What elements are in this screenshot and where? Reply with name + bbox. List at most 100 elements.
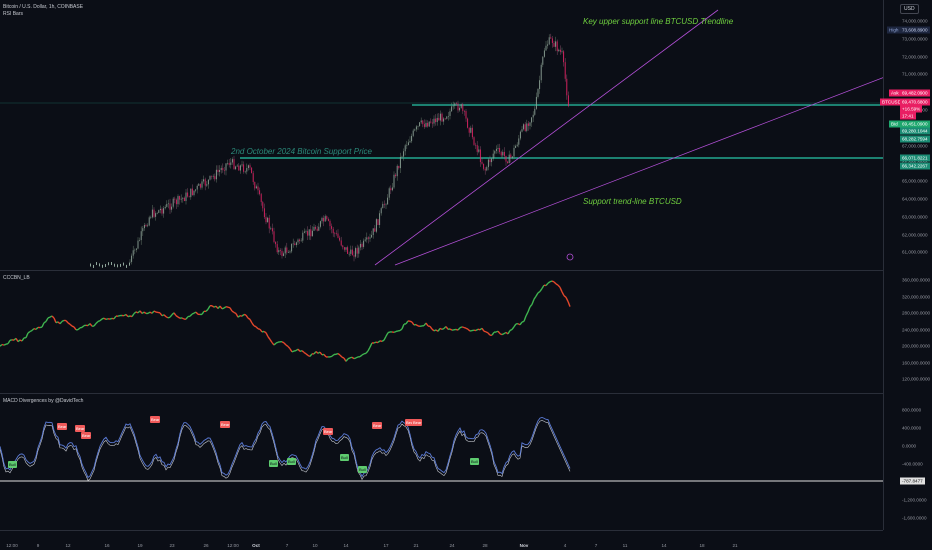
pane2-title[interactable]: CCCBN_LB bbox=[3, 275, 30, 281]
cci-segment bbox=[67, 322, 71, 325]
cci-segment bbox=[247, 317, 251, 320]
candle-body bbox=[171, 206, 173, 210]
candle-body bbox=[251, 167, 253, 174]
candle-body bbox=[543, 50, 545, 57]
candle-body bbox=[279, 250, 281, 251]
time-axis[interactable]: 12:00 9 12 16 19 23 26 12:00 Oct 7 10 14 17 21 24 28 Nov… bbox=[0, 530, 883, 550]
candle-body bbox=[137, 240, 139, 249]
candle-body bbox=[145, 225, 147, 227]
candle-body bbox=[486, 167, 488, 171]
cci-segment bbox=[207, 305, 211, 310]
candle-body bbox=[555, 41, 557, 47]
candle-body bbox=[289, 251, 291, 253]
axis-label: 74,000.0000 bbox=[902, 18, 928, 24]
cci-segment bbox=[463, 326, 467, 329]
annotation-key-upper[interactable]: Key upper support line BTCUSD Trendline bbox=[583, 17, 734, 26]
cci-segment bbox=[159, 312, 163, 317]
time-axis-label: 10 bbox=[312, 543, 318, 548]
candle-body bbox=[276, 244, 278, 253]
candle-body bbox=[475, 144, 477, 146]
candle-body bbox=[497, 147, 499, 149]
candle-body bbox=[117, 264, 118, 268]
cci-segment bbox=[383, 336, 387, 341]
annotation-support-trend[interactable]: Support trend-line BTCUSD bbox=[583, 197, 682, 206]
candle-body bbox=[175, 199, 177, 205]
bull-label: Bull bbox=[269, 460, 278, 467]
cci-segment bbox=[35, 326, 39, 330]
cci-segment bbox=[227, 306, 231, 309]
cci-segment bbox=[281, 341, 285, 344]
candle-body bbox=[508, 154, 510, 164]
cci-segment bbox=[139, 310, 143, 314]
time-axis-label: Oct bbox=[252, 543, 260, 548]
candle-body bbox=[299, 239, 301, 241]
candle-body bbox=[393, 174, 395, 188]
pane-separator[interactable] bbox=[0, 393, 883, 394]
candle-body bbox=[182, 197, 184, 199]
candle-body bbox=[159, 208, 161, 211]
candle-body bbox=[463, 110, 465, 112]
currency-button[interactable]: USD bbox=[900, 4, 919, 14]
candle-body bbox=[177, 196, 179, 205]
cci-segment bbox=[167, 316, 171, 319]
candle-body bbox=[542, 56, 544, 65]
cci-segment bbox=[1, 343, 5, 346]
candle-body bbox=[187, 192, 189, 197]
candle-body bbox=[457, 103, 459, 111]
candle-body bbox=[316, 228, 318, 231]
time-axis-label: 17 bbox=[383, 543, 389, 548]
candle-body bbox=[476, 145, 478, 152]
cci-segment bbox=[95, 320, 99, 324]
candle-body bbox=[315, 226, 317, 229]
cci-segment bbox=[323, 354, 327, 358]
cci-segment bbox=[563, 295, 567, 298]
cci-segment bbox=[319, 351, 323, 356]
cci-segment bbox=[395, 330, 399, 333]
candle-body bbox=[500, 152, 502, 156]
cci-segment bbox=[385, 332, 389, 337]
cci-segment bbox=[345, 358, 349, 362]
time-axis-label: 7 bbox=[594, 543, 598, 548]
candle-body bbox=[120, 263, 121, 267]
candle-body bbox=[300, 240, 302, 242]
candle-body bbox=[129, 262, 130, 266]
axis-label: 240,000.0000 bbox=[902, 327, 931, 332]
candle-body bbox=[510, 154, 512, 158]
price-axis[interactable] bbox=[883, 0, 932, 530]
candle-body bbox=[441, 113, 443, 122]
candle-body bbox=[196, 185, 198, 190]
candle-body bbox=[483, 163, 485, 169]
cci-segment bbox=[315, 351, 319, 354]
candle-body bbox=[135, 248, 137, 250]
candle-body bbox=[254, 182, 256, 189]
time-axis-label: 14 bbox=[661, 543, 667, 548]
candle-body bbox=[183, 197, 185, 202]
cci-segment bbox=[47, 316, 51, 319]
candle-body bbox=[283, 253, 285, 256]
candle-body bbox=[90, 263, 91, 267]
candle-body bbox=[558, 49, 560, 52]
cci-segment bbox=[379, 340, 383, 343]
time-axis-label: 21 bbox=[413, 543, 419, 548]
axis-label: 160,000.0000 bbox=[902, 360, 931, 365]
candle-body bbox=[345, 247, 347, 250]
candle-body bbox=[297, 239, 299, 243]
candle-body bbox=[126, 264, 127, 268]
cci-segment bbox=[347, 357, 351, 360]
candle-body bbox=[484, 168, 486, 171]
axis-label: 71,000.0000 bbox=[902, 71, 928, 77]
annotation-oct2-support[interactable]: 2nd October 2024 Bitcoin Support Price bbox=[231, 147, 372, 156]
candle-body bbox=[523, 124, 525, 130]
axis-label: 67,000.0000 bbox=[902, 143, 928, 149]
indicator-label: RSI Bars bbox=[3, 11, 24, 17]
pane3-title[interactable]: MACD Divergences by @DavidTech bbox=[3, 398, 84, 404]
candle-body bbox=[459, 107, 461, 111]
candle-body bbox=[367, 237, 369, 239]
candle-body bbox=[147, 225, 149, 227]
candle-body bbox=[204, 179, 206, 186]
cci-segment bbox=[523, 315, 527, 322]
candle-body bbox=[540, 64, 542, 81]
cci-segment bbox=[265, 332, 269, 337]
pane-separator[interactable] bbox=[0, 270, 883, 271]
